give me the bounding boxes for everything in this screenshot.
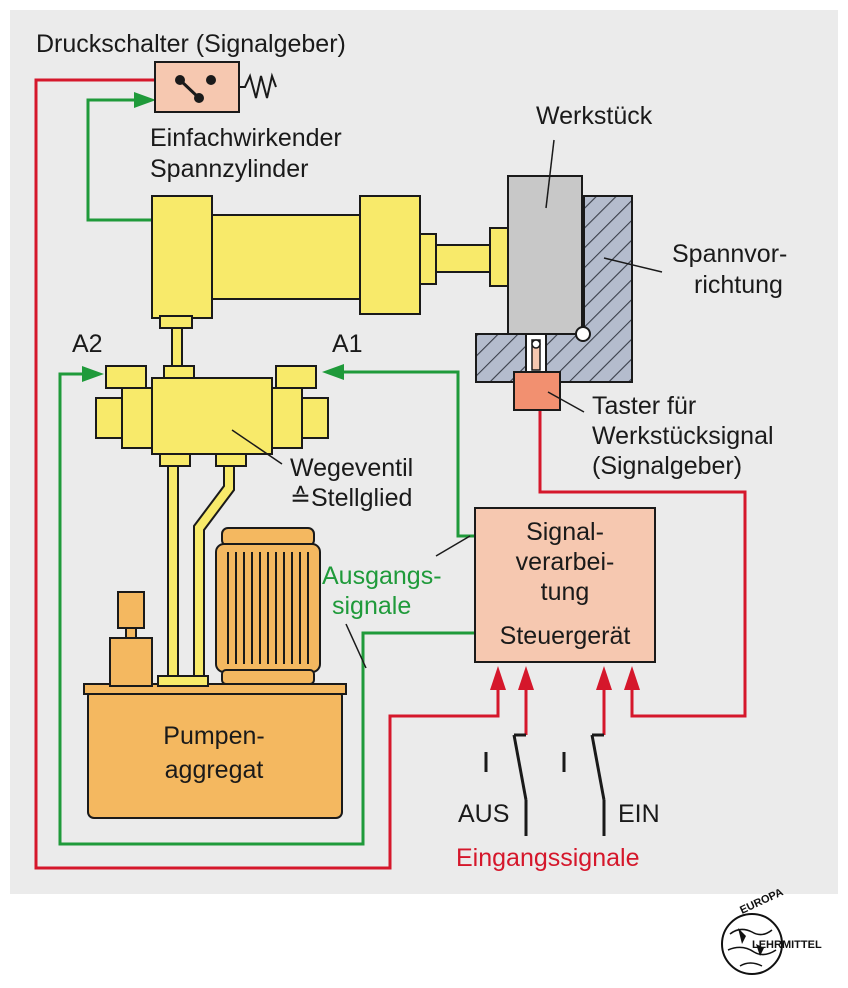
controller-label-line3: tung	[541, 578, 590, 606]
port-a1-label: A1	[332, 330, 363, 358]
switch-ein-label: EIN	[618, 800, 660, 828]
sensor-label-line1: Taster für	[592, 392, 696, 420]
leader-lines	[231, 139, 663, 669]
input-signals-label: Eingangssignale	[456, 844, 639, 872]
workpiece-sensor	[513, 333, 561, 411]
green-signal-lines	[58, 98, 475, 846]
output-signal-a2-line	[58, 372, 475, 846]
workpiece-label: Werkstück	[536, 102, 653, 130]
valve-label-line1: Wegeventil	[290, 454, 413, 482]
ein-switch	[562, 733, 606, 836]
logo-bottom-text: LEHRMITTEL	[752, 939, 822, 951]
controller-label-line2: verarbei-	[516, 548, 615, 576]
output-signals-label-line1: Ausgangs-	[322, 562, 442, 590]
controller-box	[474, 507, 656, 663]
clamping-cylinder	[151, 195, 509, 367]
controller-label-line4: Steuergerät	[500, 622, 631, 650]
valve-label-line2: ≙Stellglied	[290, 484, 412, 512]
sensor-signal-line	[538, 410, 747, 718]
red-arrowheads	[490, 666, 640, 690]
aus-switch	[484, 733, 528, 836]
fixture-label-line2: richtung	[694, 271, 783, 299]
workpiece	[507, 175, 591, 342]
output-signals-label-line2: signale	[332, 592, 411, 620]
europa-lehrmittel-logo: EUROPA LEHRMITTEL	[721, 886, 822, 975]
spring-icon	[239, 72, 277, 99]
sensor-label-line2: Werkstücksignal	[592, 422, 774, 450]
switch-aus-label: AUS	[458, 800, 509, 828]
pressure-switch	[154, 61, 277, 113]
pump-label-line1: Pumpen-	[163, 722, 264, 750]
directional-valve	[95, 365, 329, 681]
cylinder-label-line2: Spannzylinder	[150, 155, 308, 183]
pressure-switch-signal-line	[34, 78, 500, 870]
output-signal-a1-line	[340, 370, 475, 538]
fixture-label-line1: Spannvor-	[672, 240, 787, 268]
pump-unit	[83, 527, 347, 819]
controller-label-line1: Signal-	[526, 518, 604, 546]
cylinder-label-line1: Einfachwirkender	[150, 124, 342, 152]
pressure-switch-label: Druckschalter (Signalgeber)	[36, 30, 346, 58]
globe-icon	[721, 913, 783, 975]
port-a2-label: A2	[72, 330, 103, 358]
red-signal-lines	[34, 78, 747, 870]
pump-label-line2: aggregat	[165, 756, 264, 784]
green-arrowheads	[82, 92, 344, 382]
sensor-label-line3: (Signalgeber)	[592, 452, 742, 480]
pressure-feed-line	[86, 98, 152, 222]
